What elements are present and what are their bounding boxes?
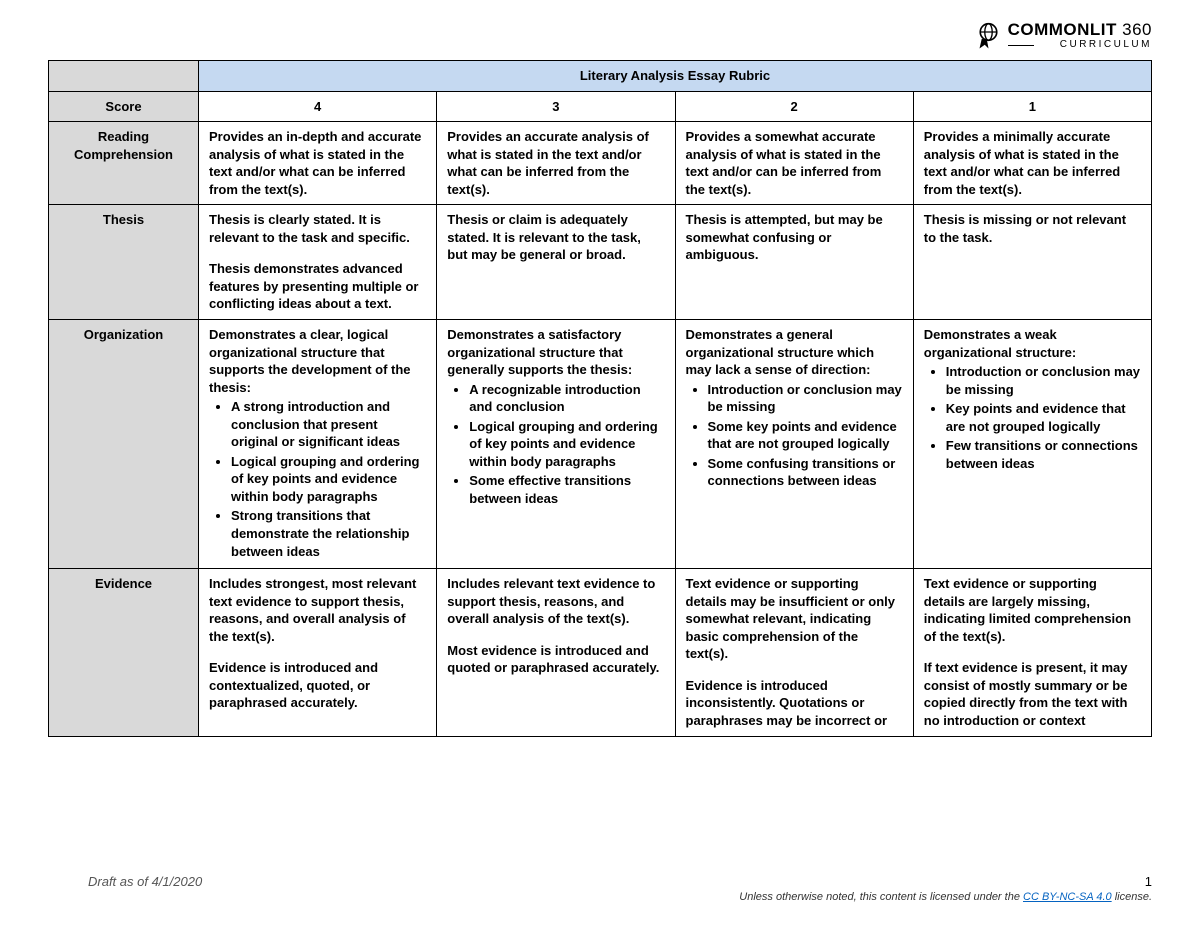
cell-paragraph: Thesis is attempted, but may be somewhat…	[686, 211, 903, 264]
bullet-item: Introduction or conclusion may be missin…	[946, 363, 1141, 398]
rubric-table: Literary Analysis Essay Rubric Score 4 3…	[48, 60, 1152, 737]
cell-paragraph: Provides an accurate analysis of what is…	[447, 128, 664, 198]
bullet-item: Key points and evidence that are not gro…	[946, 400, 1141, 435]
rubric-cell: Includes strongest, most relevant text e…	[199, 569, 437, 736]
cell-intro: Demonstrates a clear, logical organizati…	[209, 326, 426, 396]
cell-paragraph: Text evidence or supporting details may …	[686, 575, 903, 663]
license-link[interactable]: CC BY-NC-SA 4.0	[1023, 891, 1112, 903]
bullet-item: A strong introduction and conclusion tha…	[231, 398, 426, 451]
row-label: Reading Comprehension	[49, 122, 199, 205]
bullet-item: Logical grouping and ordering of key poi…	[231, 453, 426, 506]
corner-cell	[49, 61, 199, 92]
score-1: 1	[913, 91, 1151, 122]
cell-paragraph: Includes strongest, most relevant text e…	[209, 575, 426, 645]
page-footer: Draft as of 4/1/2020 1 Unless otherwise …	[48, 874, 1152, 903]
page-number: 1	[1145, 874, 1152, 889]
table-row: Reading ComprehensionProvides an in-dept…	[49, 122, 1152, 205]
table-row: Thesis Thesis is clearly stated. It is re…	[49, 205, 1152, 320]
score-label: Score	[49, 91, 199, 122]
rubric-cell: Provides an accurate analysis of what is…	[437, 122, 675, 205]
cell-bullets: Introduction or conclusion may be missin…	[924, 363, 1141, 472]
license-text: Unless otherwise noted, this content is …	[48, 891, 1152, 903]
bullet-item: Strong transitions that demonstrate the …	[231, 507, 426, 560]
cell-paragraph: Thesis is missing or not relevant to the…	[924, 211, 1141, 246]
score-2: 2	[675, 91, 913, 122]
cell-paragraph: Includes relevant text evidence to suppo…	[447, 575, 664, 628]
cell-bullets: Introduction or conclusion may be missin…	[686, 381, 903, 490]
draft-date: Draft as of 4/1/2020	[48, 874, 202, 889]
rubric-cell: Demonstrates a weak organizational struc…	[913, 320, 1151, 569]
rubric-cell: Text evidence or supporting details are …	[913, 569, 1151, 736]
cell-paragraph: Provides a minimally accurate analysis o…	[924, 128, 1141, 198]
bullet-item: Logical grouping and ordering of key poi…	[469, 418, 664, 471]
rubric-cell: Thesis is attempted, but may be somewhat…	[675, 205, 913, 320]
rubric-cell: Provides a somewhat accurate analysis of…	[675, 122, 913, 205]
brand-logo: COMMONLIT 360 CURRICULUM	[48, 20, 1152, 50]
cell-intro: Demonstrates a satisfactory organization…	[447, 326, 664, 379]
bullet-item: Some key points and evidence that are no…	[708, 418, 903, 453]
cell-bullets: A strong introduction and conclusion tha…	[209, 398, 426, 560]
table-row: EvidenceIncludes strongest, most relevan…	[49, 569, 1152, 736]
row-label: Organization	[49, 320, 199, 569]
cell-paragraph: Thesis demonstrates advanced features by…	[209, 260, 426, 313]
bullet-item: Introduction or conclusion may be missin…	[708, 381, 903, 416]
row-label: Thesis	[49, 205, 199, 320]
rubric-cell: Thesis is clearly stated. It is relevant…	[199, 205, 437, 320]
rubric-cell: Thesis is missing or not relevant to the…	[913, 205, 1151, 320]
rubric-cell: Provides a minimally accurate analysis o…	[913, 122, 1151, 205]
cell-paragraph: If text evidence is present, it may cons…	[924, 659, 1141, 729]
cell-intro: Demonstrates a weak organizational struc…	[924, 326, 1141, 361]
rubric-cell: Thesis or claim is adequately stated. It…	[437, 205, 675, 320]
bullet-item: Some effective transitions between ideas	[469, 472, 664, 507]
bullet-item: A recognizable introduction and conclusi…	[469, 381, 664, 416]
rubric-cell: Provides an in-depth and accurate analys…	[199, 122, 437, 205]
rubric-cell: Includes relevant text evidence to suppo…	[437, 569, 675, 736]
rubric-cell: Demonstrates a general organizational st…	[675, 320, 913, 569]
cell-intro: Demonstrates a general organizational st…	[686, 326, 903, 379]
cell-paragraph: Evidence is introduced and contextualize…	[209, 659, 426, 712]
bullet-item: Few transitions or connections between i…	[946, 437, 1141, 472]
cell-paragraph: Provides a somewhat accurate analysis of…	[686, 128, 903, 198]
cell-paragraph: Evidence is introduced inconsistently. Q…	[686, 677, 903, 730]
cell-paragraph: Text evidence or supporting details are …	[924, 575, 1141, 645]
brand-name-bold: COMMONLIT	[1008, 20, 1117, 39]
brand-subtitle: CURRICULUM	[1008, 40, 1152, 50]
row-label: Evidence	[49, 569, 199, 736]
cell-paragraph: Provides an in-depth and accurate analys…	[209, 128, 426, 198]
cell-paragraph: Thesis or claim is adequately stated. It…	[447, 211, 664, 264]
score-4: 4	[199, 91, 437, 122]
brand-name-thin: 360	[1122, 20, 1152, 39]
rubric-cell: Text evidence or supporting details may …	[675, 569, 913, 736]
rubric-cell: Demonstrates a satisfactory organization…	[437, 320, 675, 569]
cell-paragraph: Most evidence is introduced and quoted o…	[447, 642, 664, 677]
score-3: 3	[437, 91, 675, 122]
globe-ribbon-icon	[972, 20, 1002, 50]
table-row: OrganizationDemonstrates a clear, logica…	[49, 320, 1152, 569]
cell-paragraph: Thesis is clearly stated. It is relevant…	[209, 211, 426, 246]
rubric-title: Literary Analysis Essay Rubric	[199, 61, 1152, 92]
rubric-cell: Demonstrates a clear, logical organizati…	[199, 320, 437, 569]
cell-bullets: A recognizable introduction and conclusi…	[447, 381, 664, 508]
bullet-item: Some confusing transitions or connection…	[708, 455, 903, 490]
